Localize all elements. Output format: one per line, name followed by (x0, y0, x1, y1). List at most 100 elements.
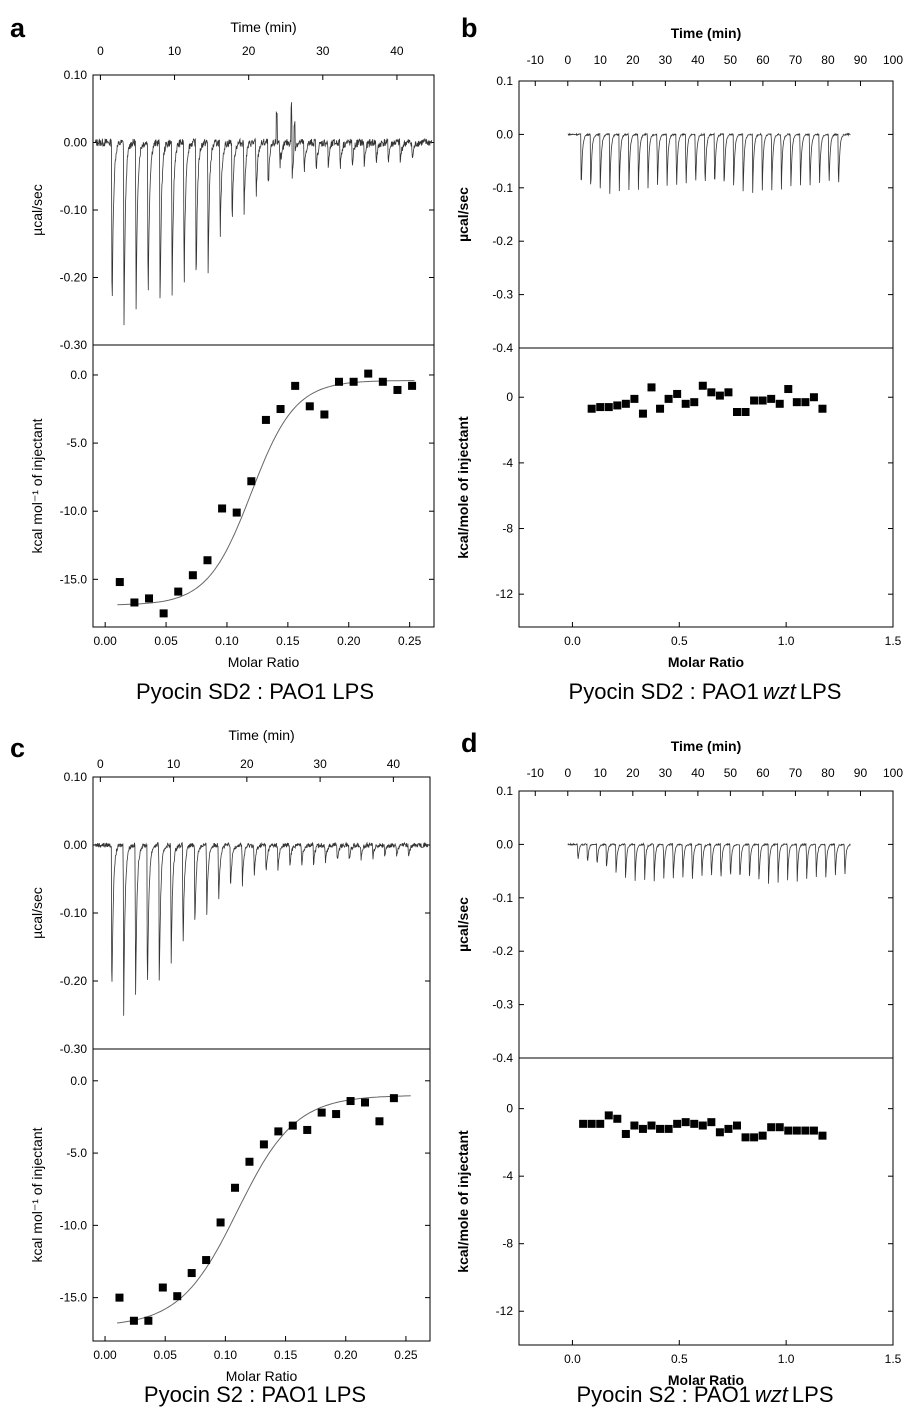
molar-ratio-tick-label: 0.20 (337, 634, 361, 648)
time-tick-label: 70 (789, 53, 803, 67)
molar-ratio-tick-label: 0.15 (276, 634, 300, 648)
caption-italic: wzt (755, 1382, 789, 1407)
data-point (613, 401, 622, 410)
binding-plot-ytick-label: 0 (506, 1102, 513, 1116)
molar-ratio-tick-label: 0.5 (671, 634, 688, 648)
data-point (801, 398, 810, 407)
data-point (724, 388, 733, 397)
data-point (630, 1121, 639, 1130)
panel-caption: Pyocin SD2 : PAO1 wzt LPS (569, 679, 842, 704)
raw-plot-ytick-label: 0.1 (496, 74, 513, 88)
raw-plot-ytick-label: -0.2 (492, 944, 513, 958)
data-point (741, 1133, 750, 1142)
data-point (303, 1125, 312, 1134)
time-tick-label: 100 (883, 766, 903, 780)
raw-heat-trace (94, 841, 429, 1016)
molar-ratio-tick-label: 0.15 (274, 1348, 298, 1362)
data-point (231, 1183, 240, 1192)
time-axis-title: Time (min) (230, 19, 296, 35)
binding-plot-ytick-label: -10.0 (60, 1218, 88, 1232)
data-point (288, 1121, 297, 1130)
data-point (818, 404, 827, 413)
data-point (681, 399, 690, 408)
data-point (335, 377, 344, 386)
raw-ylabel: µcal/sec (29, 887, 45, 939)
data-point (596, 403, 605, 412)
binding-plot-ytick-label: -4 (502, 1169, 513, 1183)
data-point (115, 1293, 124, 1302)
data-point (174, 587, 183, 596)
raw-plot-ytick-label: 0.0 (496, 837, 513, 851)
binding-fit-curve (117, 1095, 411, 1324)
time-axis-title: Time (min) (671, 25, 742, 41)
raw-plot-ytick-label: 0.00 (64, 136, 88, 150)
raw-plot-ytick-label: 0.0 (496, 127, 513, 141)
raw-plot-ytick-label: -0.4 (492, 1051, 513, 1065)
molar-ratio-tick-label: 0.00 (93, 634, 117, 648)
binding-plot-ytick-label: -12 (496, 587, 514, 601)
data-point (732, 408, 741, 417)
data-point (690, 1119, 699, 1128)
molar-ratio-tick-label: 0.25 (394, 1348, 418, 1362)
data-point (638, 1124, 647, 1133)
data-point (587, 1119, 596, 1128)
raw-plot-ytick-label: 0.00 (64, 838, 88, 852)
time-tick-label: 10 (168, 44, 182, 58)
time-tick-label: 40 (390, 44, 404, 58)
raw-plot-ytick-label: -0.20 (60, 271, 88, 285)
time-tick-label: 70 (789, 766, 803, 780)
time-tick-label: -10 (527, 53, 545, 67)
raw-plot-ytick-label: -0.10 (60, 906, 88, 920)
data-point (261, 415, 270, 424)
binding-plot-ytick-label: -5.0 (66, 1146, 87, 1160)
molar-ratio-tick-label: 1.0 (778, 1352, 795, 1366)
raw-plot-frame (92, 74, 435, 346)
time-tick-label: 100 (883, 53, 903, 67)
caption-tail: LPS (792, 1382, 834, 1407)
time-tick-label: 40 (387, 757, 401, 771)
data-point (630, 394, 639, 403)
data-point (129, 1316, 138, 1325)
data-point (767, 1123, 776, 1132)
raw-heat-trace (94, 102, 433, 326)
time-tick-label: 20 (242, 44, 256, 58)
panel-letter: a (10, 13, 26, 43)
panel-letter: d (461, 728, 478, 758)
data-point (792, 398, 801, 407)
binding-ylabel: kcal/mole of injectant (455, 1130, 471, 1273)
binding-plot-ytick-label: -5.0 (66, 436, 87, 450)
raw-plot-ytick-label: -0.1 (492, 181, 513, 195)
data-point (276, 405, 285, 414)
data-point (647, 383, 656, 392)
data-point (130, 598, 139, 607)
panel-letter: c (10, 733, 25, 763)
raw-plot-ytick-label: -0.30 (60, 338, 88, 352)
data-point (732, 1121, 741, 1130)
data-point (389, 1094, 398, 1103)
raw-plot-frame (518, 80, 894, 349)
raw-plot-ytick-label: -0.3 (492, 998, 513, 1012)
time-tick-label: 90 (854, 53, 868, 67)
time-axis-title: Time (min) (228, 727, 294, 743)
molar-ratio-tick-label: 0.05 (154, 634, 178, 648)
time-tick-label: 10 (594, 53, 608, 67)
binding-plot-ytick-label: -15.0 (60, 1291, 88, 1305)
panel-caption: Pyocin S2 : PAO1 wzt LPS (576, 1382, 833, 1407)
data-point (375, 1117, 384, 1126)
data-point (158, 1283, 167, 1292)
data-point (216, 1218, 225, 1227)
raw-plot-ytick-label: 0.1 (496, 784, 513, 798)
binding-plot-frame (518, 1057, 894, 1346)
data-point (621, 1129, 630, 1138)
data-point (809, 1126, 818, 1135)
data-point (750, 396, 759, 405)
data-point (232, 508, 241, 517)
data-point (144, 1316, 153, 1325)
data-point (656, 404, 665, 413)
data-point (758, 396, 767, 405)
data-point (145, 594, 154, 603)
time-tick-label: 10 (167, 757, 181, 771)
caption-text: Pyocin SD2 : PAO1 LPS (136, 679, 374, 704)
raw-ylabel: µcal/sec (455, 897, 471, 952)
data-point (801, 1126, 810, 1135)
